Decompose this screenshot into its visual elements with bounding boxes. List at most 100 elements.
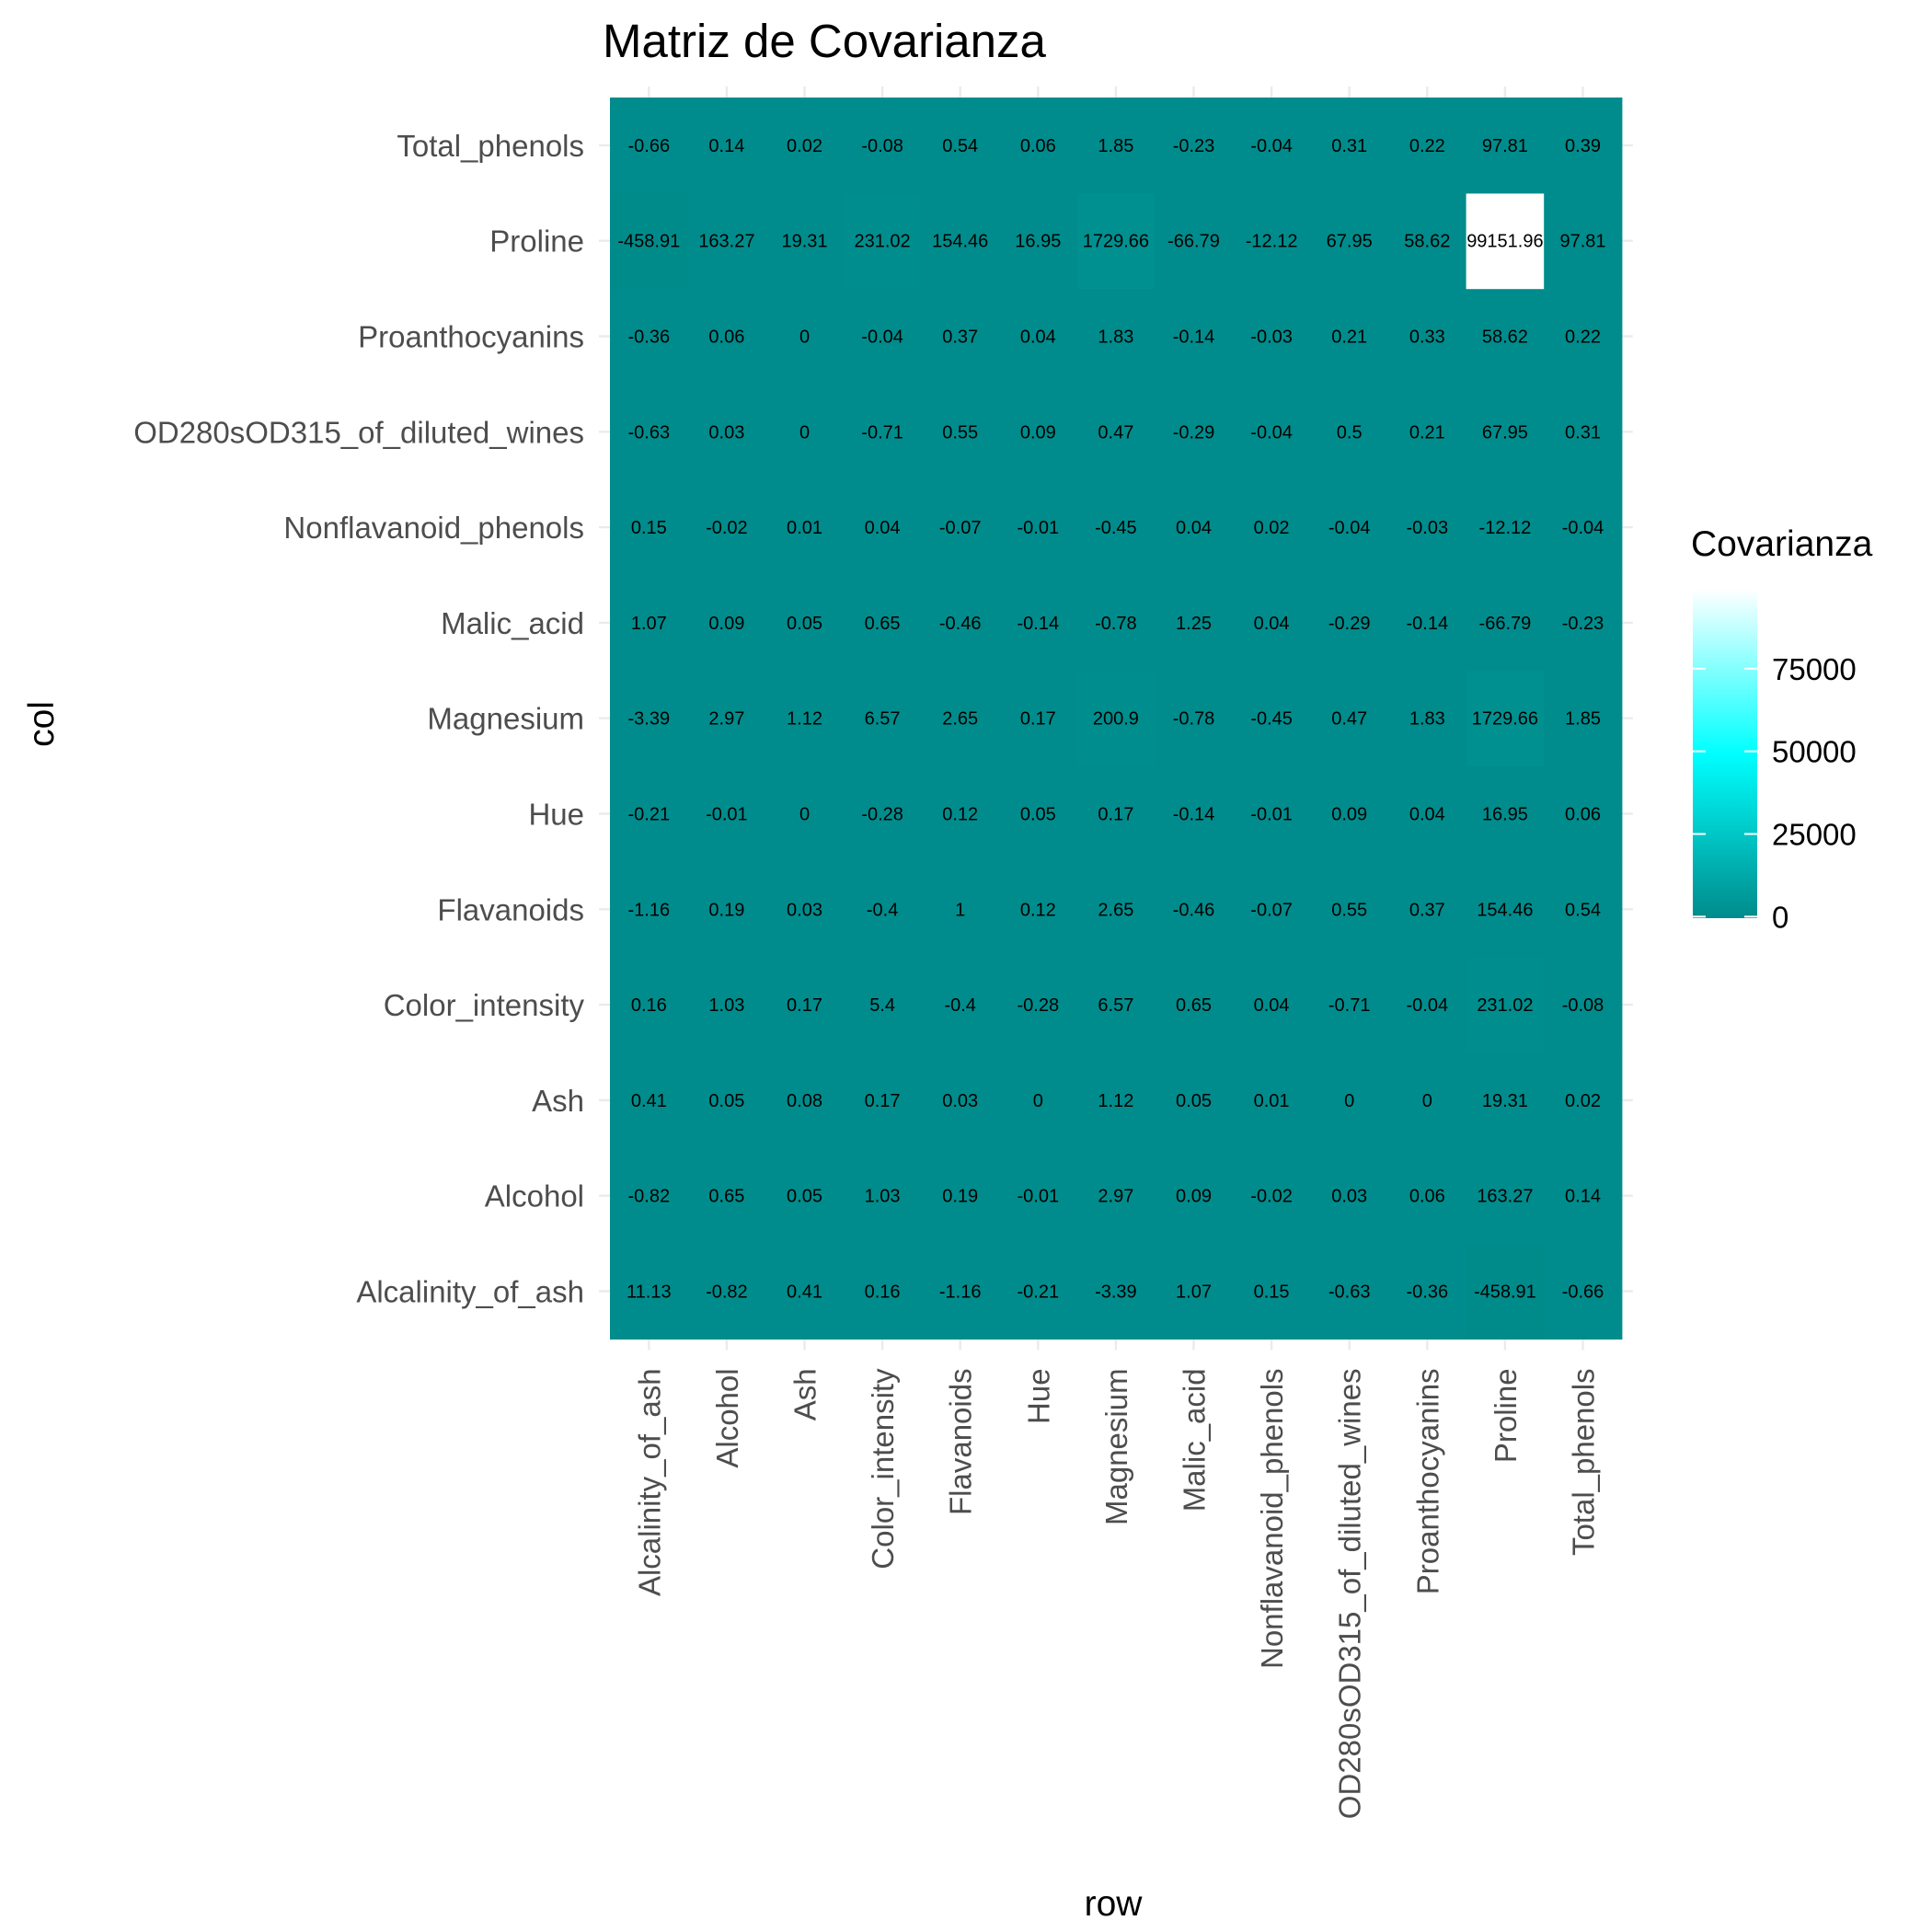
heatmap-cell <box>921 1243 1000 1340</box>
heatmap-cell <box>610 861 689 958</box>
heatmap-cell <box>1076 1052 1156 1149</box>
heatmap-cell <box>1155 861 1234 958</box>
heatmap-cell <box>1155 192 1234 290</box>
cell-value-label: -0.01 <box>1018 518 1060 538</box>
legend-tick-label: 25000 <box>1772 818 1857 852</box>
heatmap-cell <box>610 384 689 480</box>
heatmap-cell <box>687 479 766 576</box>
heatmap-cell <box>999 1147 1078 1245</box>
cell-value-label: -0.21 <box>1018 1282 1060 1303</box>
cell-value-label: 0.65 <box>1176 995 1212 1016</box>
heatmap-cell <box>687 957 766 1053</box>
cell-value-label: 0 <box>1422 1091 1432 1111</box>
cell-value-label: -0.01 <box>706 805 748 825</box>
cell-value-label: 1.85 <box>1098 136 1133 156</box>
heatmap-cell <box>1310 670 1389 767</box>
cell-value-label: 0.12 <box>942 805 978 825</box>
heatmap-cell <box>1544 575 1623 672</box>
heatmap-cell <box>1155 575 1234 672</box>
heatmap-cell <box>765 1243 845 1340</box>
heatmap-cell <box>1155 98 1234 194</box>
heatmap-cell <box>1076 98 1156 194</box>
heatmap-cell <box>1388 98 1467 194</box>
heatmap-cell <box>1310 957 1389 1053</box>
cell-value-label: 1729.66 <box>1083 232 1149 252</box>
cell-value-label: 0.08 <box>787 1091 822 1111</box>
heatmap-cell <box>843 765 922 862</box>
heatmap-cell <box>921 575 1000 672</box>
heatmap-cell <box>1310 765 1389 862</box>
cell-value-label: 0 <box>799 328 810 348</box>
cell-value-label: 19.31 <box>1482 1091 1528 1111</box>
heatmap-cell <box>765 957 845 1053</box>
heatmap-cell <box>1544 861 1623 958</box>
cell-value-label: -0.03 <box>1250 328 1293 348</box>
heatmap-cell <box>1544 98 1623 194</box>
cell-value-label: 1.83 <box>1409 709 1445 730</box>
heatmap-cell <box>999 861 1078 958</box>
cell-value-label: 0.04 <box>1176 518 1212 538</box>
heatmap-cell <box>1310 861 1389 958</box>
cell-value-label: 0.54 <box>1565 900 1601 920</box>
cell-value-label: 0.05 <box>1176 1091 1212 1111</box>
y-tick-label: Ash <box>532 1084 584 1118</box>
cell-value-label: 5.4 <box>869 995 895 1016</box>
cell-value-label: -0.66 <box>628 136 671 156</box>
cell-value-label: 0.03 <box>1331 1187 1367 1207</box>
heatmap-cell <box>843 1147 922 1245</box>
cell-value-label: 0.54 <box>942 136 978 156</box>
cell-value-label: -0.45 <box>1250 709 1293 730</box>
heatmap-cell <box>1544 957 1623 1053</box>
y-axis-title: col <box>22 701 62 747</box>
y-tick-label: OD280sOD315_of_diluted_wines <box>133 415 584 449</box>
heatmap-cell <box>765 98 845 194</box>
heatmap-cell <box>921 479 1000 576</box>
cell-value-label: -0.82 <box>706 1282 748 1303</box>
cell-value-label: -66.79 <box>1479 614 1532 634</box>
cell-value-label: 0.04 <box>1020 328 1056 348</box>
cell-value-label: 6.57 <box>865 709 901 730</box>
cell-value-label: 16.95 <box>1015 232 1061 252</box>
heatmap-cell <box>687 288 766 385</box>
heatmap-cell <box>1388 861 1467 958</box>
cell-value-label: 163.27 <box>698 232 754 252</box>
cell-value-label: -0.46 <box>1173 900 1215 920</box>
cell-value-label: 0.17 <box>865 1091 901 1111</box>
heatmap-cell <box>1155 1147 1234 1245</box>
cell-value-label: 97.81 <box>1559 232 1605 252</box>
legend-tick-label: 75000 <box>1772 652 1857 686</box>
cell-value-label: 1.03 <box>708 995 744 1016</box>
heatmap-cell <box>610 98 689 194</box>
heatmap-cell <box>610 765 689 862</box>
cell-value-label: 0.39 <box>1565 136 1601 156</box>
cell-value-label: 2.65 <box>1098 900 1133 920</box>
heatmap-cell <box>1388 1052 1467 1149</box>
heatmap-cell <box>921 288 1000 385</box>
cell-value-label: -12.12 <box>1479 518 1532 538</box>
legend-ticks: 0 25000 50000 75000 <box>1693 652 1857 934</box>
heatmap-cell <box>843 98 922 194</box>
heatmap-cell <box>1466 192 1545 290</box>
y-tick-label: Alcohol <box>485 1179 584 1213</box>
cell-value-label: 0.14 <box>708 136 744 156</box>
heatmap-cell <box>1232 957 1311 1053</box>
heatmap-cell <box>687 98 766 194</box>
cell-value-label: 0.12 <box>1020 900 1056 920</box>
heatmap-cell <box>610 1243 689 1340</box>
cell-value-label: -0.07 <box>1250 900 1293 920</box>
heatmap-cell <box>1466 288 1545 385</box>
cell-value-label: 0.03 <box>787 900 822 920</box>
legend-title: Covarianza <box>1691 524 1873 564</box>
heatmap-cell <box>1076 479 1156 576</box>
heatmap-cell <box>1388 384 1467 480</box>
heatmap-cell <box>1155 1052 1234 1149</box>
heatmap-cell <box>1076 192 1156 290</box>
heatmap-cell <box>765 861 845 958</box>
y-tick-label: Proline <box>489 224 584 259</box>
heatmap-cell <box>1076 384 1156 480</box>
x-axis-title: row <box>1085 1884 1144 1924</box>
heatmap-cell <box>1544 384 1623 480</box>
y-tick-label: Proanthocyanins <box>358 320 584 354</box>
cell-value-label: -0.04 <box>1328 518 1371 538</box>
cell-value-label: 1.07 <box>1176 1282 1212 1303</box>
